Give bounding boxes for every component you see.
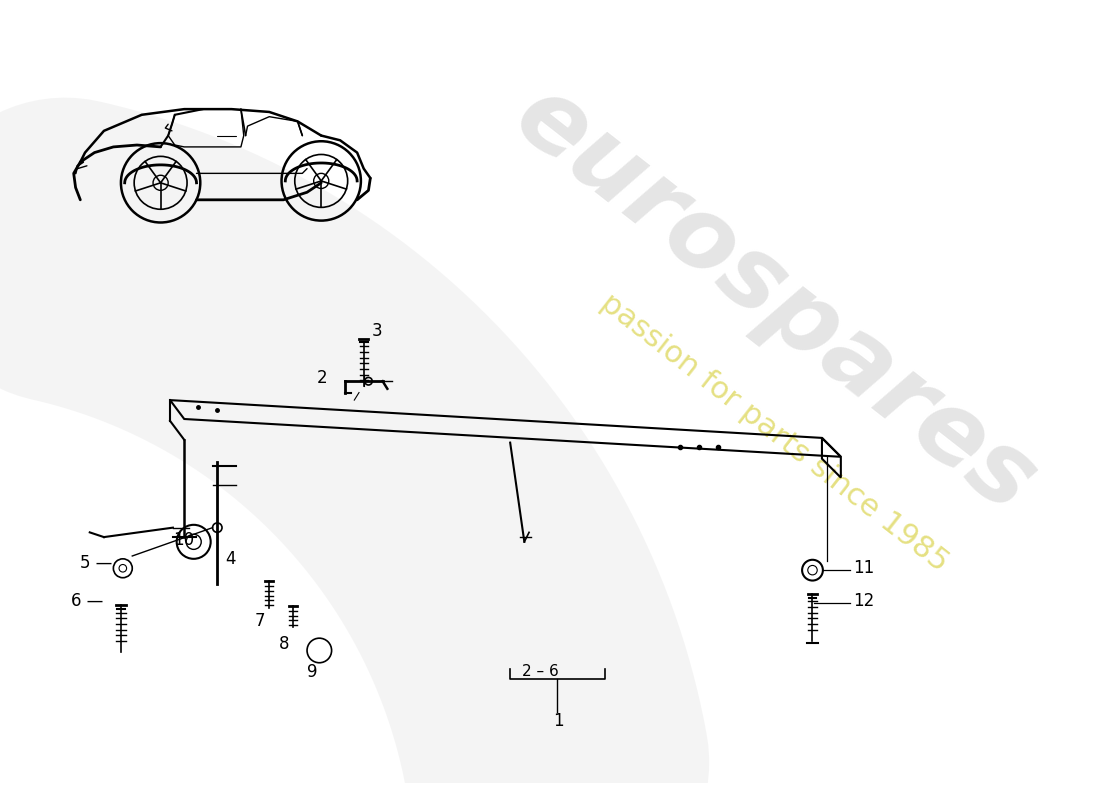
Text: 4: 4 — [224, 550, 235, 567]
Text: 2: 2 — [317, 369, 327, 387]
Text: 10: 10 — [173, 530, 194, 549]
Text: 3: 3 — [372, 322, 382, 340]
Text: 5 —: 5 — — [80, 554, 112, 572]
Text: 2 – 6: 2 – 6 — [521, 664, 559, 679]
Text: 9: 9 — [307, 663, 318, 681]
Text: 11: 11 — [854, 559, 874, 577]
Text: 6 —: 6 — — [70, 592, 103, 610]
Text: 7: 7 — [255, 612, 265, 630]
Text: eurospares: eurospares — [496, 68, 1054, 534]
Text: 8: 8 — [278, 634, 289, 653]
Text: 12: 12 — [854, 592, 874, 610]
Text: passion for parts since 1985: passion for parts since 1985 — [595, 289, 954, 578]
Text: 1: 1 — [552, 712, 563, 730]
